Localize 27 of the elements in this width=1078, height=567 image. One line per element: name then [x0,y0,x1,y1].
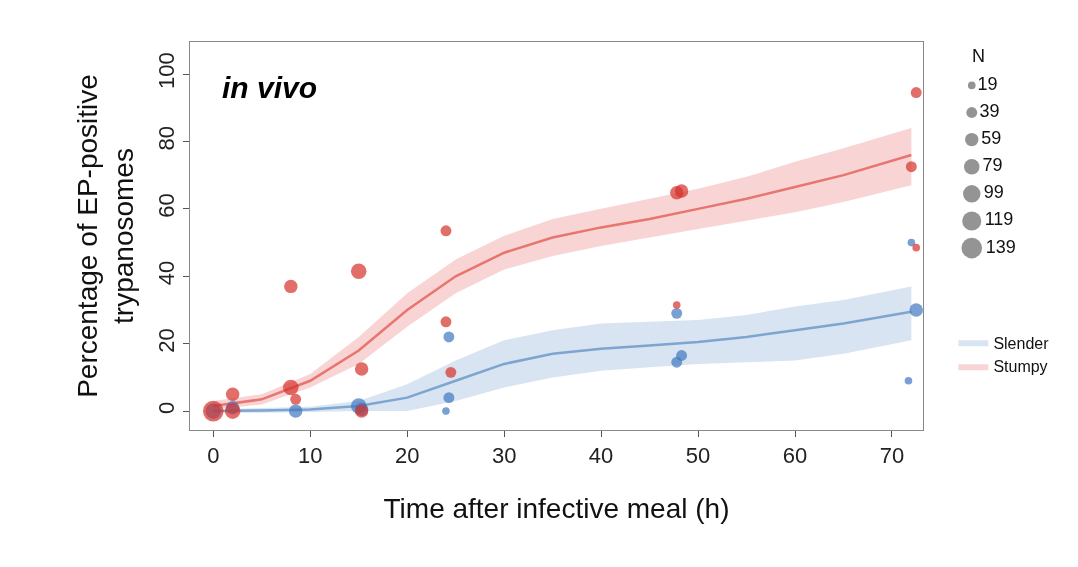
y-tick-label: 80 [154,125,180,151]
legend-label: 19 [977,73,998,94]
y-tick-label: 20 [154,328,180,353]
x-tick-label: 70 [879,443,905,469]
x-tick-label: 30 [491,443,517,469]
x-tick-label: 60 [782,443,808,469]
y-tick-label: 0 [154,401,180,414]
legend-label: Slender [993,334,1050,352]
y-tick-label: 60 [154,193,180,218]
legend-label: 119 [984,209,1014,230]
x-tick-label: 40 [588,443,614,469]
legend-label: 79 [982,155,1003,176]
x-tick-label: 20 [394,443,420,469]
x-tick-label: 10 [297,443,323,469]
y-tick-label: 100 [154,52,180,90]
legend-label: 39 [979,100,1000,121]
x-tick-label: 0 [207,443,220,469]
legend-label: 99 [983,182,1004,203]
legend-label: 139 [985,236,1016,257]
legend-title: N [972,46,985,66]
annotation: in vivo [222,71,318,104]
y-axis-title: Percentage of EP-positive trypanosomes [71,74,139,398]
x-tick-label: 50 [685,443,711,469]
legend-label: 59 [981,128,1002,149]
y-tick-label: 40 [154,260,180,286]
x-axis-title: Time after infective meal (h) [383,492,730,524]
legend-label: Stumpy [993,358,1048,376]
